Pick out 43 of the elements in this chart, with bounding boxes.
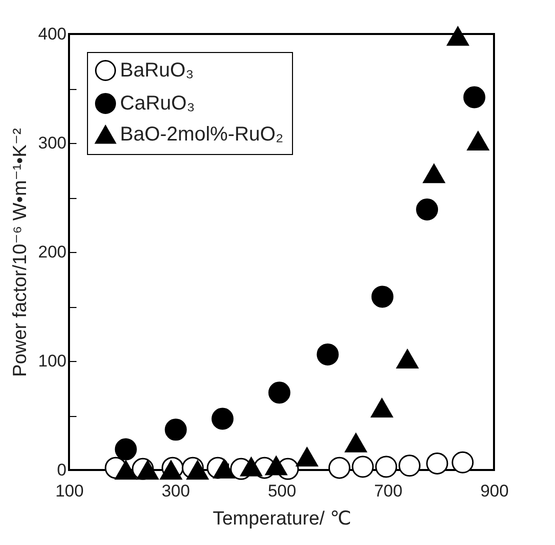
point xyxy=(370,398,393,418)
point xyxy=(344,433,367,452)
point xyxy=(426,452,448,474)
point xyxy=(265,456,288,476)
y-tick-label: 300 xyxy=(38,134,66,152)
legend-label: BaRuO₃ xyxy=(120,60,194,82)
point xyxy=(213,459,236,479)
y-tick-label: 0 xyxy=(57,460,66,480)
x-tick-label: 100 xyxy=(55,482,84,500)
legend-label: CaRuO₃ xyxy=(120,92,195,114)
point xyxy=(136,460,159,480)
point xyxy=(114,460,137,480)
y-tick-label: 400 xyxy=(38,24,66,44)
point xyxy=(398,454,421,477)
point xyxy=(186,460,209,480)
point xyxy=(446,26,469,46)
point xyxy=(352,456,374,478)
point xyxy=(452,451,474,474)
x-axis-title: Temperature/ ℃ xyxy=(212,508,352,530)
point xyxy=(328,456,350,479)
x-tick-label: 700 xyxy=(374,482,402,500)
point xyxy=(212,408,234,430)
y-axis-title: Power factor/10⁻⁶ W•m⁻¹•K⁻² xyxy=(10,128,32,377)
x-tick-label: 900 xyxy=(480,482,509,500)
x-tick-label: 300 xyxy=(162,482,190,500)
y-tick-label: 100 xyxy=(38,352,66,370)
point xyxy=(371,286,394,308)
legend-label: BaO-2mol%-RuO₂ xyxy=(120,124,284,146)
point xyxy=(316,343,339,366)
point xyxy=(422,164,445,184)
point xyxy=(164,418,187,441)
point xyxy=(114,438,137,460)
point xyxy=(416,198,438,220)
point xyxy=(296,447,318,467)
point xyxy=(467,131,490,150)
point xyxy=(268,382,290,404)
point xyxy=(375,456,398,478)
y-tick-label: 200 xyxy=(38,242,66,262)
point xyxy=(160,460,182,480)
point xyxy=(463,86,486,108)
point xyxy=(396,349,418,368)
point xyxy=(240,457,262,476)
x-tick-label: 500 xyxy=(268,482,296,500)
